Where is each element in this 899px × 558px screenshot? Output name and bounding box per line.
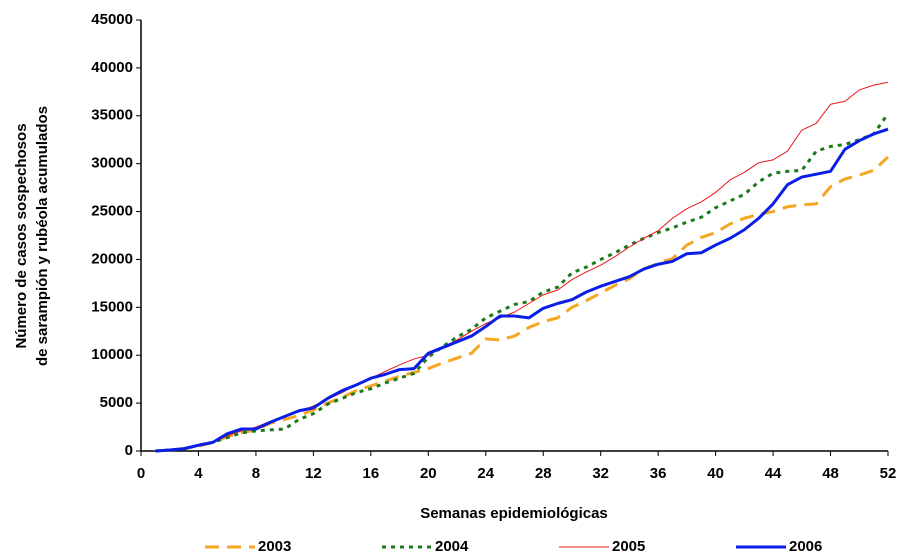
legend-label: 2006 [789, 538, 822, 555]
y-tick-label: 25000 [91, 203, 133, 220]
x-tick-label: 32 [592, 465, 609, 482]
y-tick-label: 10000 [91, 346, 133, 363]
x-tick-label: 52 [880, 465, 897, 482]
series-line [155, 155, 890, 453]
x-tick-label: 16 [363, 465, 380, 482]
x-tick-label: 0 [137, 465, 145, 482]
legend-label: 2005 [612, 538, 645, 555]
series-line [155, 112, 890, 453]
legend-label: 2004 [435, 538, 469, 555]
y-tick-label: 5000 [100, 394, 133, 411]
y-tick-label: 0 [125, 442, 133, 459]
x-tick-label: 24 [477, 465, 494, 482]
series-line [155, 127, 889, 453]
x-tick-label: 48 [822, 465, 839, 482]
x-tick-label: 8 [252, 465, 260, 482]
y-tick-label: 35000 [91, 107, 133, 124]
y-tick-label: 40000 [91, 59, 133, 76]
x-tick-label: 20 [420, 465, 437, 482]
y-tick-label: 20000 [91, 250, 133, 267]
x-tick-label: 12 [305, 465, 322, 482]
x-tick-label: 28 [535, 465, 552, 482]
y-tick-label: 30000 [91, 155, 133, 172]
x-tick-label: 40 [707, 465, 724, 482]
y-tick-label: 45000 [91, 11, 133, 28]
x-axis-label: Semanas epidemiológicas [420, 505, 608, 522]
y-tick-label: 15000 [91, 298, 133, 315]
x-tick-label: 4 [194, 465, 203, 482]
x-tick-label: 44 [765, 465, 782, 482]
y-axis-label: Número de casos sospechosos [13, 123, 30, 348]
x-tick-label: 36 [650, 465, 667, 482]
y-axis-label: de sarampión y rubéola acumulados [34, 106, 51, 366]
legend-label: 2003 [258, 538, 291, 555]
series-line [155, 81, 889, 452]
